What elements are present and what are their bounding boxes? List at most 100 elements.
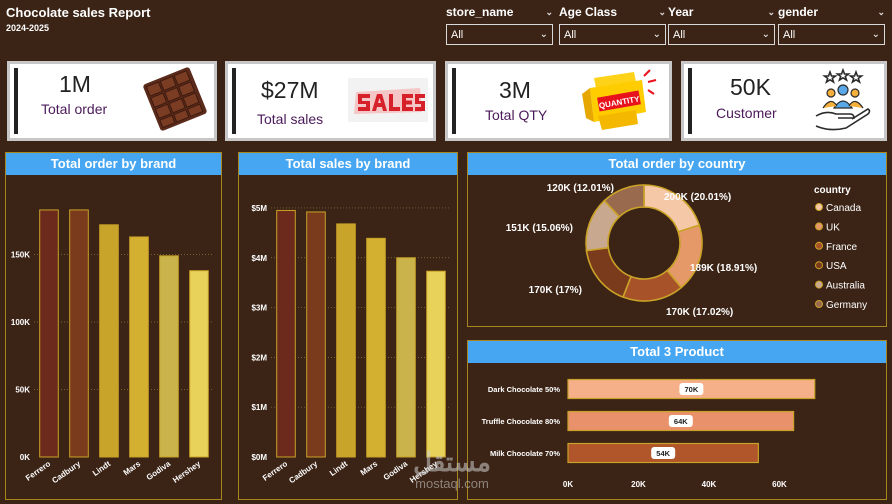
bar-mars[interactable]	[129, 236, 149, 458]
y-tick-label: Dark Chocolate 50%	[488, 385, 560, 394]
data-label: 54K	[656, 449, 670, 458]
y-tick-label: $0M	[251, 453, 267, 462]
bar-godiva[interactable]	[396, 257, 416, 458]
y-tick-label: $1M	[251, 403, 267, 412]
x-tick-label: Lindt	[328, 459, 349, 478]
bar-cadbury[interactable]	[306, 211, 326, 458]
chevron-down-icon: ⌄	[539, 29, 548, 40]
legend-item-australia[interactable]: Australia	[826, 281, 865, 292]
chart-title: Total order by country	[468, 153, 886, 175]
bar-lindt[interactable]	[99, 224, 119, 458]
kpi-value: 50K	[730, 74, 771, 100]
dropdown-value: All	[673, 28, 686, 41]
bar-ferrero[interactable]	[39, 209, 59, 458]
bar-cadbury[interactable]	[69, 209, 89, 458]
legend-item-germany[interactable]: Germany	[826, 300, 867, 311]
x-tick-label: Lindt	[91, 459, 112, 478]
x-tick-label: Hershey	[171, 459, 202, 485]
y-tick-label: 50K	[15, 386, 30, 395]
y-tick-label: Truffle Chocolate 80%	[482, 417, 561, 426]
y-tick-label: $4M	[251, 254, 267, 263]
data-label: 200K (20.01%)	[664, 192, 731, 203]
bar-godiva[interactable]	[159, 255, 179, 458]
age-class-dropdown[interactable]: All ⌄	[559, 24, 666, 45]
data-label: 151K (15.06%)	[506, 223, 573, 234]
slicer-age-class: Age Class ⌄ All ⌄	[559, 4, 666, 45]
y-tick-label: Milk Chocolate 70%	[490, 449, 560, 458]
bar-lindt[interactable]	[336, 223, 356, 458]
chevron-down-icon[interactable]: ⌄	[658, 6, 666, 17]
x-tick-label: Cadbury	[50, 459, 82, 485]
slicer-gender: gender ⌄ All ⌄	[778, 4, 885, 45]
chevron-down-icon: ⌄	[871, 29, 880, 40]
panel-total-sales-by-brand: Total sales by brand $0M $1M $2M $3M $4M $5M F…	[238, 152, 458, 500]
kpi-card-total-sales: $27M Total sales	[225, 61, 436, 141]
watermark-arabic: مستقل	[413, 447, 491, 477]
x-tick-label: 60K	[772, 480, 787, 489]
x-tick-label: 20K	[631, 480, 646, 489]
x-tick-label: Ferrero	[261, 459, 289, 483]
dropdown-value: All	[783, 28, 796, 41]
slicer-label: store_name	[446, 5, 514, 19]
legend-item-france[interactable]: France	[826, 242, 858, 253]
chevron-down-icon[interactable]: ⌄	[767, 6, 775, 17]
kpi-card-total-order: 1M Total order	[7, 61, 217, 141]
panel-total-order-by-country: Total order by country 200K (20.01%) 189K…	[467, 152, 887, 327]
legend-item-uk[interactable]: UK	[826, 222, 840, 233]
total-3-product-chart: 0K 20K 40K 60K Dark Chocolate 50% 70K Truffle …	[482, 378, 816, 489]
chart-title: Total order by brand	[6, 153, 221, 175]
legend-marker	[815, 261, 823, 270]
y-tick-label: 100K	[11, 318, 30, 327]
kpi-card-total-qty: 3M Total QTY QUANTITY	[445, 61, 672, 141]
chart-title: Total 3 Product	[468, 341, 886, 363]
x-tick-label: Mars	[359, 459, 380, 477]
customers-hand-icon	[815, 68, 871, 131]
bar-ferrero[interactable]	[276, 209, 296, 458]
data-label: 70K	[684, 385, 698, 394]
store-name-dropdown[interactable]: All ⌄	[446, 24, 553, 45]
legend-marker	[815, 280, 823, 289]
legend-marker	[815, 241, 823, 250]
bar-mars[interactable]	[366, 237, 386, 458]
total-order-by-country-chart: 200K (20.01%) 189K (18.91%) 170K (17.02%) 1…	[506, 183, 867, 318]
slicer-label: Year	[668, 5, 694, 19]
gender-dropdown[interactable]: All ⌄	[778, 24, 885, 45]
legend-item-canada[interactable]: Canada	[826, 203, 861, 214]
data-label-bg	[679, 383, 704, 395]
chevron-down-icon: ⌄	[652, 29, 661, 40]
legend-marker	[815, 300, 823, 308]
y-tick-label: $5M	[251, 204, 267, 213]
panel-total-order-by-brand: Total order by brand 0K 50K 100K 150K Ferrer…	[5, 152, 222, 500]
report-title: Chocolate sales Report	[6, 5, 151, 20]
y-tick-label: $3M	[251, 304, 267, 313]
report-subtitle: 2024-2025	[6, 23, 50, 33]
data-label: 120K (12.01%)	[547, 183, 614, 194]
x-tick-label: Ferrero	[24, 459, 52, 483]
dropdown-value: All	[564, 28, 577, 41]
slicer-year: Year ⌄ All ⌄	[668, 4, 775, 45]
slice-germany[interactable]	[603, 184, 645, 218]
chocolate-bar-icon	[143, 67, 207, 131]
year-dropdown[interactable]: All ⌄	[668, 24, 775, 45]
chevron-down-icon[interactable]: ⌄	[877, 6, 885, 17]
bar-hershey[interactable]	[189, 270, 209, 458]
slicer-label: gender	[778, 5, 819, 19]
watermark: مستقل mostaql.com	[392, 448, 512, 491]
slice-usa[interactable]	[585, 246, 632, 299]
x-tick-label: Godiva	[145, 459, 173, 482]
y-tick-label: 150K	[11, 251, 30, 260]
x-tick-label: 0K	[563, 480, 573, 489]
kpi-value: 3M	[499, 77, 531, 103]
chevron-down-icon[interactable]: ⌄	[545, 6, 553, 17]
y-tick-label: $2M	[251, 353, 267, 362]
x-tick-label: Mars	[122, 459, 143, 477]
kpi-label: Total sales	[257, 111, 324, 127]
legend-marker	[815, 203, 823, 211]
data-label-bg	[668, 415, 693, 427]
legend-item-usa[interactable]: USA	[826, 261, 847, 272]
data-label: 64K	[674, 417, 688, 426]
dropdown-value: All	[451, 28, 464, 41]
bar-hershey[interactable]	[426, 270, 446, 458]
